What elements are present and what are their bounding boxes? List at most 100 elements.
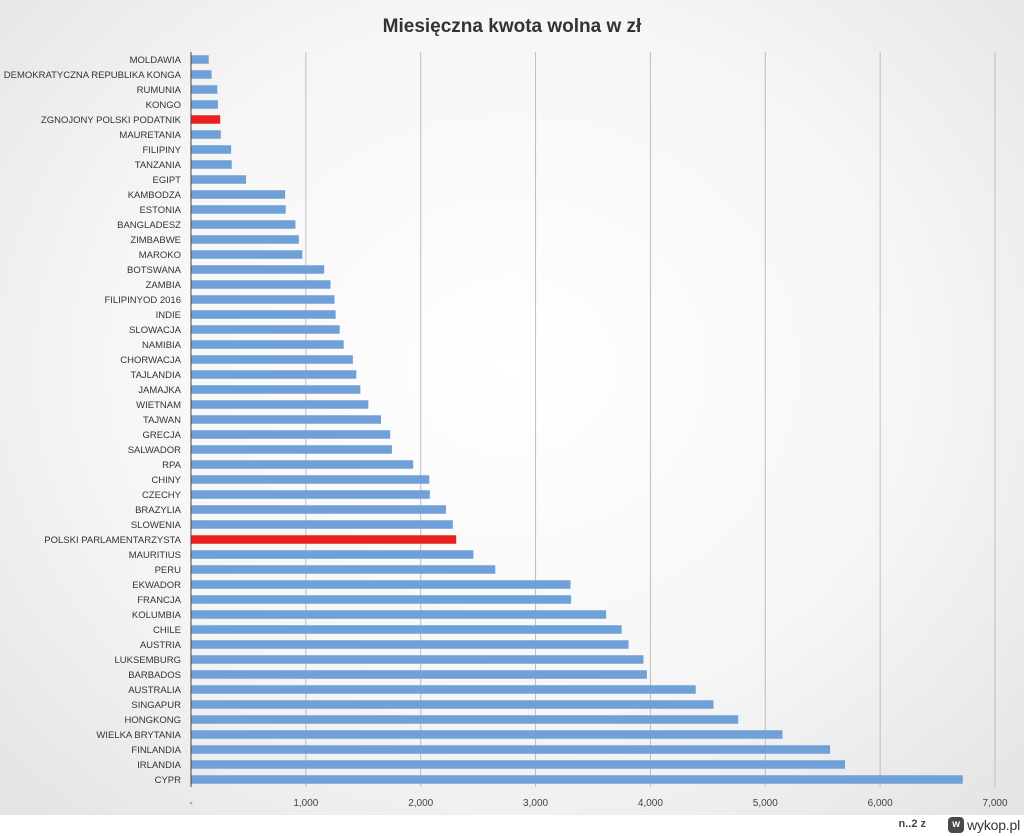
category-label: CHINY <box>151 475 181 486</box>
bar <box>191 625 622 634</box>
bar <box>191 760 846 769</box>
wykop-badge-icon: w <box>948 817 965 833</box>
bar <box>191 445 392 454</box>
category-label: AUSTRALIA <box>128 685 181 696</box>
category-label: CYPR <box>155 775 182 786</box>
bar <box>191 595 572 604</box>
bar <box>191 505 446 514</box>
bar <box>191 205 286 214</box>
bar <box>191 700 714 709</box>
chart-area: Miesięczna kwota wolna w zł MOLDAWIA DEMO… <box>0 0 1024 815</box>
bar <box>191 745 831 754</box>
wykop-logo[interactable]: w wykop.pl <box>948 816 1020 834</box>
category-label: RPA <box>162 460 181 471</box>
bar <box>191 85 218 94</box>
category-label: CHORWACJA <box>120 355 181 366</box>
category-label: BANGLADESZ <box>117 220 181 231</box>
x-tick-label: 6,000 <box>868 798 893 809</box>
category-label: SALWADOR <box>128 445 181 456</box>
bar <box>191 325 340 334</box>
category-label: KOLUMBIA <box>132 610 182 621</box>
bar <box>191 115 221 124</box>
bar <box>191 145 232 154</box>
category-label: MOLDAWIA <box>130 55 182 66</box>
category-label: GRECJA <box>142 430 181 441</box>
bar <box>191 415 382 424</box>
bar <box>191 55 209 64</box>
x-tick-label: 3,000 <box>523 798 548 809</box>
bar <box>191 220 296 229</box>
category-label: SINGAPUR <box>131 700 181 711</box>
bar <box>191 310 336 319</box>
bar <box>191 460 414 469</box>
category-label: TAJLANDIA <box>130 370 181 381</box>
wykop-logo-text: wykop.pl <box>967 817 1020 833</box>
category-label: ZIMBABWE <box>130 235 181 246</box>
chart-title: Miesięczna kwota wolna w zł <box>383 16 642 37</box>
bar <box>191 100 218 109</box>
category-label: RUMUNIA <box>137 85 182 96</box>
category-label: TANZANIA <box>135 160 182 171</box>
bar <box>191 565 496 574</box>
bar <box>191 190 286 199</box>
category-label: CZECHY <box>142 490 182 501</box>
category-label: FILIPINY <box>142 145 181 156</box>
bar <box>191 130 221 139</box>
category-label: KONGO <box>146 100 181 111</box>
x-tick-label: 1,000 <box>293 798 318 809</box>
bar <box>191 175 247 184</box>
x-tick-label: 2,000 <box>408 798 433 809</box>
bar <box>191 490 430 499</box>
category-label: JAMAJKA <box>138 385 181 396</box>
bar <box>191 160 232 169</box>
category-label: INDIE <box>156 310 181 321</box>
x-tick-label: 4,000 <box>638 798 663 809</box>
gridlines <box>305 52 996 787</box>
footer: n..2 z w wykop.pl <box>0 815 1024 836</box>
bar <box>191 670 647 679</box>
category-label: MAURETANIA <box>119 130 181 141</box>
category-label: ZGNOJONY POLSKI PODATNIK <box>41 115 182 126</box>
category-label: FRANCJA <box>137 595 181 606</box>
bar <box>191 685 696 694</box>
bar <box>191 280 331 289</box>
category-label: PERU <box>155 565 182 576</box>
x-tick-label: - <box>189 798 192 809</box>
footer-note: n..2 z <box>898 818 926 830</box>
bar <box>191 730 783 739</box>
category-label: ESTONIA <box>139 205 181 216</box>
category-label: BOTSWANA <box>127 265 182 276</box>
category-label: EGIPT <box>152 175 181 186</box>
category-label: FINLANDIA <box>131 745 181 756</box>
category-label: EKWADOR <box>132 580 181 591</box>
bar <box>191 430 391 439</box>
bar <box>191 355 353 364</box>
bars <box>191 55 963 784</box>
bar <box>191 640 629 649</box>
bar <box>191 520 453 529</box>
category-label: WIETNAM <box>136 400 181 411</box>
bar <box>191 550 474 559</box>
category-label: SLOWACJA <box>129 325 182 336</box>
category-label: DEMOKRATYCZNA REPUBLIKA KONGA <box>4 70 182 81</box>
bar <box>191 385 361 394</box>
bar <box>191 295 335 304</box>
category-label: CHILE <box>153 625 181 636</box>
category-label: WIELKA BRYTANIA <box>96 730 181 741</box>
category-label: MAURITIUS <box>129 550 181 561</box>
bar <box>191 250 303 259</box>
category-label: LUKSEMBURG <box>114 655 181 666</box>
category-label: IRLANDIA <box>137 760 181 771</box>
bar <box>191 535 457 544</box>
bar <box>191 715 739 724</box>
category-label: SLOWENIA <box>131 520 182 531</box>
x-tick-label: 5,000 <box>753 798 778 809</box>
category-label: BARBADOS <box>128 670 181 681</box>
category-label: FILIPINYOD 2016 <box>104 295 181 306</box>
bar-chart: Miesięczna kwota wolna w zł MOLDAWIA DEMO… <box>4 16 1008 809</box>
category-label: AUSTRIA <box>140 640 182 651</box>
bar <box>191 475 430 484</box>
bar <box>191 775 963 784</box>
category-label: BRAZYLIA <box>135 505 182 516</box>
bar <box>191 400 369 409</box>
